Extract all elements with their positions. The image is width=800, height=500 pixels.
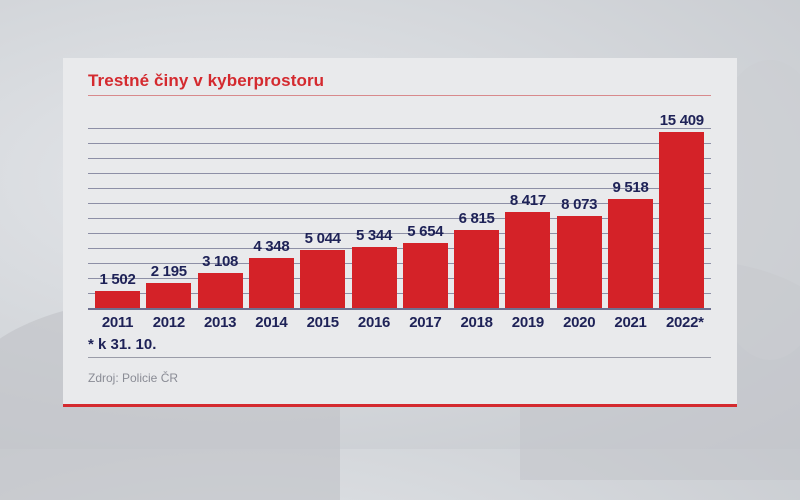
bar-2022 [659, 132, 705, 308]
gridline [88, 233, 711, 234]
source-text: Zdroj: Policie ČR [88, 371, 179, 385]
gridline [88, 188, 711, 189]
x-tick-label: 2011 [101, 314, 134, 331]
plot-area: 1 502 2011 2 195 2012 3 108 2013 4 348 2014 5 04… [88, 58, 711, 404]
gridline [88, 263, 711, 264]
x-tick-label: 2018 [460, 314, 493, 331]
x-tick-label: 2014 [255, 314, 288, 331]
chart-card: Trestné činy v kyberprostoru 1 502 2011 2 … [63, 58, 737, 407]
x-tick-label: 2012 [152, 314, 185, 331]
value-label: 2 195 [150, 263, 187, 280]
bar-2014 [248, 258, 294, 308]
chart-title: Trestné činy v kyberprostoru [88, 71, 325, 90]
x-tick-label: 2021 [614, 314, 647, 331]
x-tick-label: 2020 [563, 314, 596, 331]
value-label: 9 518 [612, 179, 649, 196]
source-divider [88, 357, 711, 358]
value-label: 5 654 [407, 223, 444, 240]
bar-2018 [454, 230, 500, 308]
bar-2020 [556, 216, 602, 308]
x-tick-label: 2016 [357, 314, 391, 331]
title-divider [88, 95, 711, 96]
value-label: 3 108 [202, 253, 239, 270]
value-label: 5 344 [355, 227, 393, 244]
gridline [88, 173, 711, 174]
value-label: 5 044 [304, 230, 341, 247]
x-tick-label: 2022* [665, 314, 704, 331]
gridline [88, 143, 711, 144]
x-tick-label: 2019 [511, 314, 544, 331]
gridline [88, 128, 711, 129]
bar-2021 [608, 199, 653, 308]
value-label: 1 502 [99, 271, 136, 288]
value-label: 15 409 [659, 112, 704, 129]
gridline [88, 293, 711, 294]
gridline [88, 278, 711, 279]
x-tick-label: 2015 [306, 314, 339, 331]
gridline [88, 248, 711, 249]
gridline [88, 158, 711, 159]
x-axis-baseline [88, 308, 711, 310]
bar-2013 [197, 273, 243, 308]
gridline [88, 218, 711, 219]
bar-2019 [505, 212, 551, 308]
bar-2015 [300, 250, 346, 308]
value-label: 6 815 [458, 210, 495, 227]
bar-2016 [351, 247, 397, 308]
x-tick-label: 2013 [204, 314, 237, 331]
bar-2011 [95, 291, 140, 308]
bar-2012 [146, 283, 192, 308]
gridline [88, 203, 711, 204]
value-label: 4 348 [253, 238, 290, 255]
value-label: 8 417 [509, 192, 546, 209]
value-label: 8 073 [561, 196, 598, 213]
footnote: * k 31. 10. [88, 336, 157, 353]
x-tick-label: 2017 [409, 314, 442, 331]
bar-2017 [402, 243, 448, 308]
